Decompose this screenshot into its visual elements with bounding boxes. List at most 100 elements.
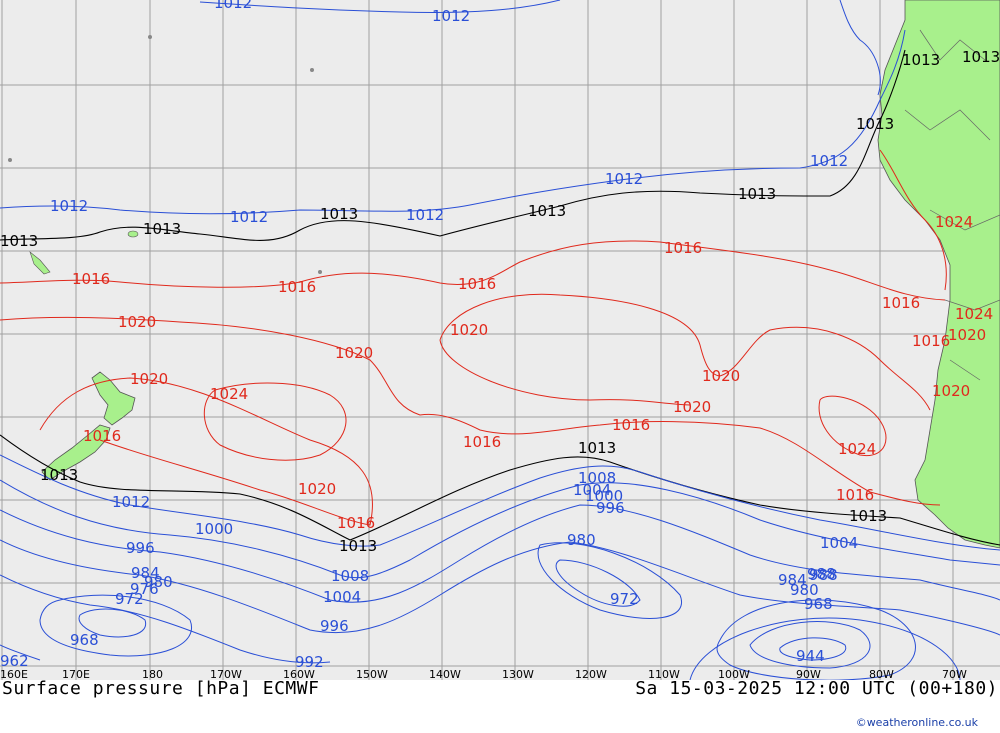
isobar-label: 1012 <box>605 170 643 188</box>
isobar-label: 1013 <box>578 439 616 457</box>
island <box>8 158 12 162</box>
isobar-label: 1013 <box>849 507 887 525</box>
new-zealand-south-island <box>41 424 111 481</box>
isobar-label: 1020 <box>298 480 336 498</box>
isobar-label: 1012 <box>214 0 252 12</box>
isobar-label: 980 <box>790 581 819 599</box>
isobar-label: 1020 <box>702 367 740 385</box>
isobar-label: 984 <box>131 564 160 582</box>
isobar-label: 1016 <box>337 514 375 532</box>
isobar-label: 1004 <box>323 588 361 606</box>
longitude-label: 80W <box>869 668 894 680</box>
isobar-label: 1008 <box>578 469 616 487</box>
pressure-map: 1013 1013 1013 1013 1013 1013 1013 1013 … <box>0 0 1000 680</box>
isobars-high <box>0 149 947 526</box>
south-america-land <box>877 0 1000 549</box>
isobar-label: 1020 <box>932 382 970 400</box>
longitude-labels: 160E 170E 180 170W 160W 150W 140W 130W 1… <box>0 668 967 680</box>
isobar-label: 1012 <box>50 197 88 215</box>
island <box>127 230 139 238</box>
isobar-labels-1013: 1013 1013 1013 1013 1013 1013 1013 1013 … <box>0 48 1000 555</box>
isobar-label: 980 <box>144 573 173 591</box>
new-zealand-north-island <box>91 371 136 426</box>
south-america-borders <box>904 29 1000 381</box>
longitude-label: 90W <box>796 668 821 680</box>
isobar-label: 944 <box>796 647 825 665</box>
isobar-label: 1016 <box>72 270 110 288</box>
isobar-label: 1012 <box>230 208 268 226</box>
isobar-label: 1016 <box>278 278 316 296</box>
isobars-1013 <box>0 49 1000 546</box>
isobar-label: 1020 <box>335 344 373 362</box>
isobar-label: 1013 <box>528 202 566 220</box>
isobar-label: 988 <box>809 566 838 584</box>
isobar-label: 1004 <box>573 481 611 499</box>
isobar-label: 996 <box>596 499 625 517</box>
isobar-label: 1004 <box>820 534 858 552</box>
isobar-label: 1024 <box>838 440 876 458</box>
longitude-label: 70W <box>942 668 967 680</box>
isobar-label: 1012 <box>406 206 444 224</box>
map-canvas: 1013 1013 1013 1013 1013 1013 1013 1013 … <box>0 0 1000 680</box>
map-title: Surface pressure [hPa] ECMWF <box>2 678 320 699</box>
isobar-label: 1013 <box>143 220 181 238</box>
island <box>29 251 51 275</box>
isobar-label: 1012 <box>112 493 150 511</box>
longitude-label: 130W <box>502 668 534 680</box>
isobar-label: 1012 <box>810 152 848 170</box>
isobar-label: 1012 <box>432 7 470 25</box>
isobar-label: 984 <box>778 571 807 589</box>
isobar-label: 1016 <box>463 433 501 451</box>
isobar-label: 968 <box>70 631 99 649</box>
isobar-label: 968 <box>804 595 833 613</box>
isobar-label: 1020 <box>673 398 711 416</box>
longitude-label: 170E <box>62 668 90 680</box>
island <box>148 35 152 39</box>
isobar-label: 1020 <box>450 321 488 339</box>
isobar-label: 1024 <box>955 305 993 323</box>
isobar-label: 992 <box>295 653 324 671</box>
longitude-label: 160W <box>283 668 315 680</box>
isobar-label: 996 <box>320 617 349 635</box>
isobar-label: 962 <box>0 652 29 670</box>
longitude-label: 120W <box>575 668 607 680</box>
isobar-label: 1013 <box>962 48 1000 66</box>
isobar-label: 1013 <box>320 205 358 223</box>
credit-link[interactable]: ©weatheronline.co.uk <box>855 716 978 729</box>
isobar-label: 1020 <box>948 326 986 344</box>
longitude-label: 160E <box>0 668 28 680</box>
isobar-label: 1016 <box>882 294 920 312</box>
isobar-label: 1000 <box>195 520 233 538</box>
isobar-label: 972 <box>115 590 144 608</box>
isobar-label: 1016 <box>458 275 496 293</box>
isobars-low <box>0 0 1000 680</box>
isobar-label: 988 <box>807 565 836 583</box>
isobar-label: 1020 <box>118 313 156 331</box>
isobar-label: 1016 <box>612 416 650 434</box>
longitude-label: 150W <box>356 668 388 680</box>
isobar-label: 1016 <box>664 239 702 257</box>
island <box>310 68 314 72</box>
isobar-label: 1024 <box>935 213 973 231</box>
isobar-label: 976 <box>130 580 159 598</box>
isobar-label: 1016 <box>83 427 121 445</box>
isobar-labels-low: 1012 1012 1012 1012 1012 1012 1012 1012 … <box>0 0 858 671</box>
longitude-label: 110W <box>648 668 680 680</box>
valid-time: Sa 15-03-2025 12:00 UTC (00+180) <box>635 678 998 699</box>
island <box>318 270 322 274</box>
longitude-label: 170W <box>210 668 242 680</box>
isobar-label: 1013 <box>339 537 377 555</box>
isobar-label: 996 <box>126 539 155 557</box>
isobar-label: 1016 <box>836 486 874 504</box>
isobar-label: 1020 <box>130 370 168 388</box>
isobar-label: 980 <box>567 531 596 549</box>
isobar-label: 1008 <box>331 567 369 585</box>
longitude-label: 180 <box>142 668 163 680</box>
longitude-label: 100W <box>718 668 750 680</box>
isobar-label: 1016 <box>912 332 950 350</box>
isobar-label: 972 <box>610 590 639 608</box>
isobar-label: 1013 <box>0 232 38 250</box>
isobar-label: 1024 <box>210 385 248 403</box>
longitude-label: 140W <box>429 668 461 680</box>
isobar-label: 1013 <box>856 115 894 133</box>
